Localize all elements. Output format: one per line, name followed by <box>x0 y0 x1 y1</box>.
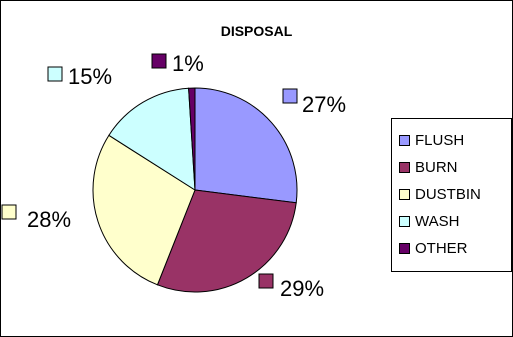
data-label-other: 1% <box>172 51 204 76</box>
legend-swatch-wash <box>399 216 410 227</box>
pie-slice-flush <box>194 87 298 204</box>
legend: FLUSH BURN DUSTBIN WASH OTHER <box>391 118 512 272</box>
legend-label: WASH <box>415 213 460 230</box>
legend-item-dustbin: DUSTBIN <box>392 181 511 208</box>
legend-item-flush: FLUSH <box>392 127 511 154</box>
legend-label: DUSTBIN <box>415 186 481 203</box>
legend-swatch-other <box>399 243 410 254</box>
data-label-flush: 27% <box>302 92 346 117</box>
chart-title: DISPOSAL <box>220 23 293 39</box>
pie-slice-dustbin <box>92 134 196 286</box>
legend-label: BURN <box>415 159 458 176</box>
legend-label: OTHER <box>415 240 468 257</box>
data-label-swatch-burn <box>258 273 274 289</box>
data-label-burn: 29% <box>280 276 324 301</box>
legend-item-burn: BURN <box>392 154 511 181</box>
legend-swatch-flush <box>399 135 410 146</box>
pie-slice-burn <box>156 189 297 293</box>
legend-item-other: OTHER <box>392 235 511 262</box>
pie-slice-wash <box>108 87 196 191</box>
data-label-dustbin: 28% <box>27 207 71 232</box>
data-label-swatch-flush <box>282 88 298 104</box>
data-label-swatch-dustbin <box>1 204 17 220</box>
legend-swatch-burn <box>399 162 410 173</box>
data-label-wash: 15% <box>68 64 112 89</box>
data-label-swatch-wash <box>47 66 63 82</box>
legend-label: FLUSH <box>415 132 465 149</box>
pie-slice-other <box>188 87 196 191</box>
legend-item-wash: WASH <box>392 208 511 235</box>
legend-swatch-dustbin <box>399 189 410 200</box>
data-label-swatch-other <box>151 53 167 69</box>
